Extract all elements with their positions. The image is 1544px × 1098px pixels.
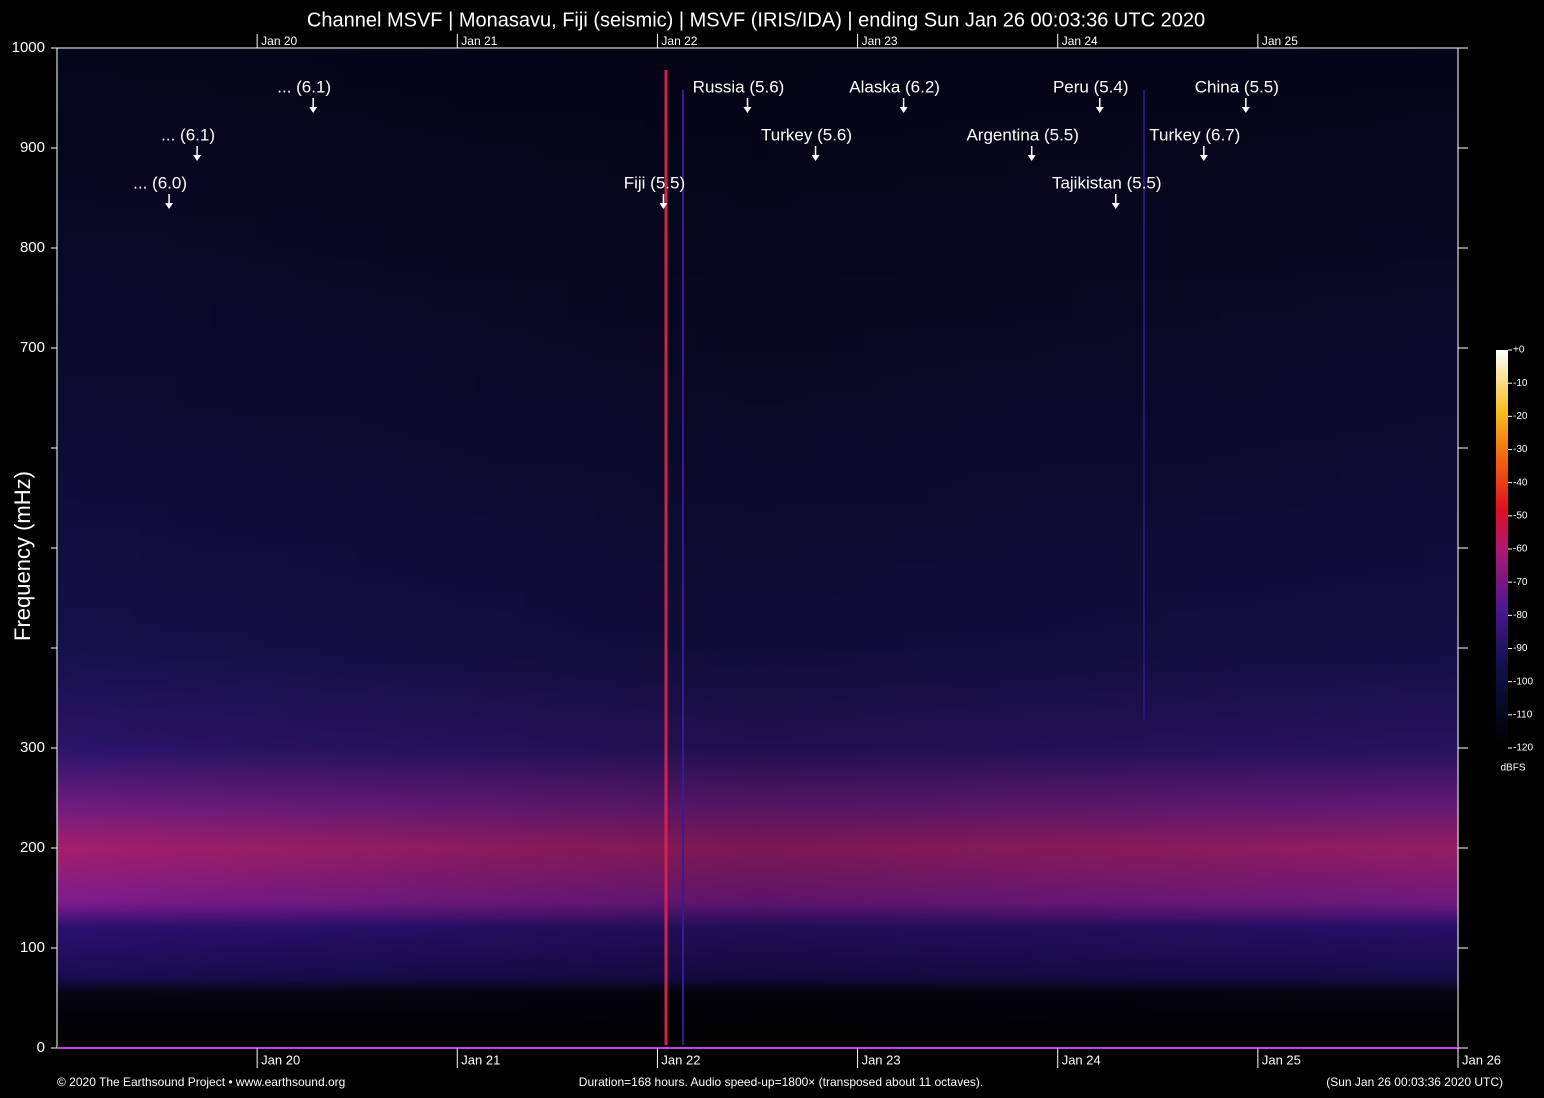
y-tick-label: 1000 (12, 39, 45, 56)
x-tick-label: Jan 24 (1062, 1052, 1101, 1067)
x-tick-label-top: Jan 23 (862, 34, 898, 48)
event-arrowhead (899, 107, 908, 113)
colorbar-tick-label: +0 (1513, 345, 1525, 356)
colorbar-tick-label: -30 (1513, 444, 1528, 455)
chart-title: Channel MSVF | Monasavu, Fiji (seismic) … (307, 9, 1205, 31)
colorbar (1496, 350, 1508, 748)
y-tick-label: 100 (20, 939, 45, 956)
event-arrowhead (165, 203, 174, 209)
y-tick-label: 0 (37, 1039, 45, 1056)
x-tick-label-top: Jan 22 (661, 34, 697, 48)
event-arrowhead (309, 107, 318, 113)
event-arrowhead (1027, 155, 1036, 161)
colorbar-tick-label: -50 (1513, 510, 1528, 521)
x-tick-label-top: Jan 21 (461, 34, 497, 48)
x-tick-label-top: Jan 24 (1062, 34, 1098, 48)
colorbar-tick-label: -60 (1513, 544, 1528, 555)
y-tick-label: 300 (20, 739, 45, 756)
colorbar-tick-label: -20 (1513, 411, 1528, 422)
x-tick-label-top: Jan 25 (1262, 34, 1298, 48)
colorbar-tick-label: -40 (1513, 477, 1528, 488)
y-axis-label: Frequency (mHz) (10, 471, 35, 641)
event-arrowhead (811, 155, 820, 161)
colorbar-tick-label: -120 (1513, 743, 1533, 754)
event-label: ... (6.0) (133, 173, 187, 192)
colorbar-tick-label: -90 (1513, 643, 1528, 654)
colorbar-tick-label: -70 (1513, 577, 1528, 588)
x-tick-label: Jan 26 (1462, 1052, 1501, 1067)
event-label: Argentina (5.5) (966, 125, 1078, 144)
colorbar-tick-label: -110 (1513, 709, 1533, 720)
colorbar-tick-label: -10 (1513, 378, 1528, 389)
footer-left: © 2020 The Earthsound Project • www.eart… (57, 1075, 345, 1089)
event-label: Fiji (5.5) (624, 173, 685, 192)
event-arrowhead (1241, 107, 1250, 113)
spectrogram-shade (57, 48, 1458, 1048)
event-arrowhead (743, 107, 752, 113)
event-arrowhead (1199, 155, 1208, 161)
x-tick-label: Jan 22 (661, 1052, 700, 1067)
y-tick-label: 700 (20, 339, 45, 356)
colorbar-label: dBFS (1500, 763, 1525, 774)
event-label: ... (6.1) (161, 125, 215, 144)
event-label: Alaska (6.2) (849, 77, 940, 96)
y-tick-label: 800 (20, 239, 45, 256)
colorbar-tick-label: -100 (1513, 676, 1533, 687)
event-label: Peru (5.4) (1053, 77, 1129, 96)
event-arrowhead (1111, 203, 1120, 209)
event-label: China (5.5) (1195, 77, 1279, 96)
event-arrowhead (659, 203, 668, 209)
event-label: ... (6.1) (277, 77, 331, 96)
x-tick-label: Jan 23 (862, 1052, 901, 1067)
colorbar-tick-label: -80 (1513, 610, 1528, 621)
event-arrowhead (1095, 107, 1104, 113)
event-arrowhead (193, 155, 202, 161)
event-label: Turkey (6.7) (1149, 125, 1240, 144)
footer-center: Duration=168 hours. Audio speed-up=1800×… (579, 1075, 983, 1089)
event-label: Russia (5.6) (693, 77, 785, 96)
x-tick-label-top: Jan 20 (261, 34, 297, 48)
event-label: Tajikistan (5.5) (1052, 173, 1162, 192)
x-tick-label: Jan 21 (461, 1052, 500, 1067)
event-label: Turkey (5.6) (761, 125, 852, 144)
x-tick-label: Jan 25 (1262, 1052, 1301, 1067)
x-tick-label: Jan 20 (261, 1052, 300, 1067)
y-tick-label: 200 (20, 839, 45, 856)
footer-right: (Sun Jan 26 00:03:36 2020 UTC) (1326, 1075, 1503, 1089)
y-tick-label: 900 (20, 139, 45, 156)
